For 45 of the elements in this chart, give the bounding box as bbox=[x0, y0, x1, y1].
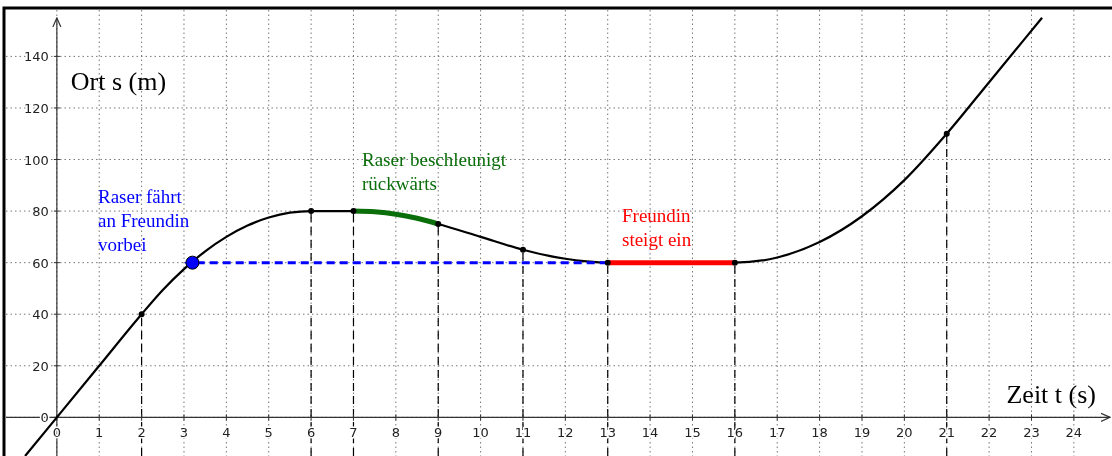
x-tick-label: 7 bbox=[349, 425, 358, 441]
x-tick-label: 9 bbox=[434, 425, 443, 441]
annotation: Raser fährt an Freundin vorbei bbox=[98, 186, 190, 255]
x-tick-label: 13 bbox=[599, 425, 617, 441]
x-tick-label: 19 bbox=[853, 425, 871, 441]
point bbox=[435, 220, 442, 227]
x-tick-label: 5 bbox=[264, 425, 273, 441]
y-tick-label: 140 bbox=[24, 49, 49, 65]
y-tick-label: 100 bbox=[24, 152, 49, 168]
y-tick-label: 40 bbox=[32, 307, 49, 323]
x-tick-label: 17 bbox=[768, 425, 786, 441]
point bbox=[350, 208, 357, 215]
x-tick-label: 21 bbox=[938, 425, 956, 441]
point bbox=[138, 311, 145, 318]
y-tick-label: 60 bbox=[32, 255, 49, 271]
x-tick-label: 16 bbox=[726, 425, 744, 441]
x-tick-label: 6 bbox=[306, 425, 316, 441]
x-axis-title: Zeit t (s) bbox=[1006, 380, 1096, 410]
x-tick-label: 10 bbox=[472, 425, 489, 441]
annotation: Raser beschleunigt rückwärts bbox=[362, 149, 507, 194]
point bbox=[308, 208, 315, 215]
x-tick-label: 18 bbox=[811, 425, 828, 441]
x-tick-label: 2 bbox=[137, 425, 146, 441]
annotation: Freundin steigt ein bbox=[622, 205, 692, 250]
x-tick-label: 22 bbox=[980, 425, 998, 441]
x-tick-label: 8 bbox=[391, 425, 400, 441]
point bbox=[519, 246, 526, 253]
x-tick-label: 11 bbox=[514, 425, 532, 441]
x-tick-label: 1 bbox=[95, 425, 104, 441]
point bbox=[185, 255, 200, 270]
x-tick-label: 20 bbox=[896, 425, 913, 441]
x-tick-label: 3 bbox=[179, 425, 189, 441]
point bbox=[604, 259, 611, 266]
x-tick-label: 12 bbox=[557, 425, 574, 441]
x-tick-label: 15 bbox=[684, 425, 701, 441]
x-tick-label: 4 bbox=[222, 425, 231, 441]
y-tick-label: 80 bbox=[32, 204, 49, 220]
x-tick-label: 14 bbox=[641, 425, 659, 441]
x-tick-label: 24 bbox=[1065, 425, 1083, 441]
y-axis-title: Ort s (m) bbox=[70, 67, 167, 96]
point bbox=[731, 259, 738, 266]
y-tick-label: 20 bbox=[32, 358, 49, 374]
point bbox=[943, 130, 950, 137]
x-tick-label: 23 bbox=[1023, 425, 1040, 441]
y-tick-label: 120 bbox=[24, 100, 49, 116]
